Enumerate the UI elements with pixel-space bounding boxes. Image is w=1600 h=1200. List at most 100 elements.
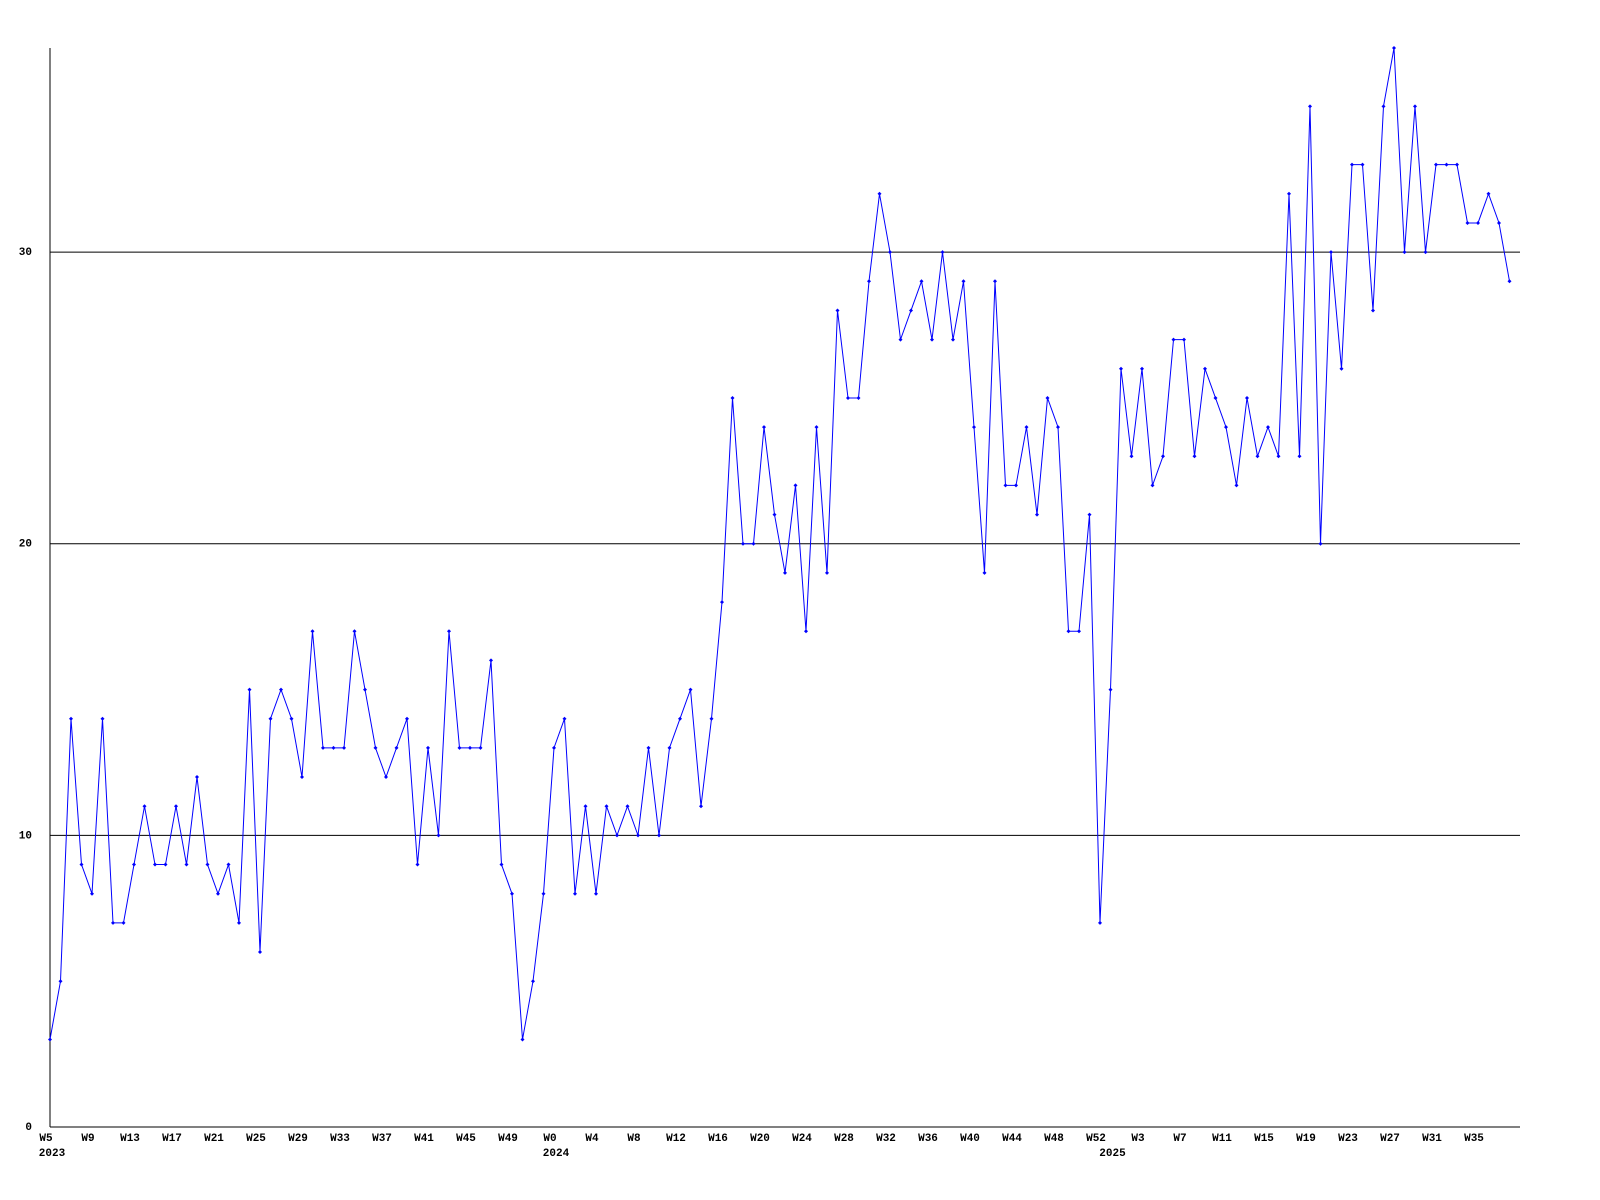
x-tick-label: W3 bbox=[1131, 1133, 1145, 1145]
data-point bbox=[1434, 162, 1438, 167]
data-point bbox=[940, 250, 945, 255]
data-point bbox=[184, 862, 189, 867]
data-point bbox=[1350, 162, 1354, 167]
data-point bbox=[58, 979, 63, 984]
data-point bbox=[1003, 483, 1008, 488]
y-tick-label: 10 bbox=[19, 830, 32, 842]
data-point bbox=[520, 1037, 525, 1042]
data-point bbox=[1150, 483, 1155, 488]
data-point bbox=[1276, 454, 1281, 459]
data-point bbox=[384, 775, 388, 780]
data-point bbox=[436, 833, 441, 838]
x-tick-label: W44 bbox=[1002, 1133, 1022, 1145]
data-point bbox=[289, 716, 294, 721]
data-point bbox=[804, 629, 808, 634]
data-point bbox=[1266, 425, 1270, 430]
data-point bbox=[1203, 366, 1207, 371]
data-point bbox=[132, 862, 136, 867]
data-point bbox=[321, 745, 325, 750]
x-tick-label: W9 bbox=[81, 1133, 94, 1145]
data-point bbox=[594, 891, 598, 896]
data-point bbox=[636, 833, 640, 838]
data-point bbox=[877, 191, 882, 196]
x-tick-label: W17 bbox=[162, 1133, 182, 1145]
data-point bbox=[69, 716, 73, 721]
x-tick-label: W27 bbox=[1380, 1133, 1400, 1145]
data-point bbox=[100, 716, 105, 721]
data-point bbox=[195, 775, 199, 780]
data-point bbox=[426, 745, 430, 750]
x-tick-label: W24 bbox=[792, 1133, 812, 1145]
x-tick-label: W33 bbox=[330, 1133, 350, 1145]
data-point bbox=[1455, 162, 1459, 167]
data-point bbox=[1392, 46, 1396, 50]
data-point bbox=[1465, 220, 1470, 225]
data-point bbox=[856, 395, 861, 400]
x-tick-label: W25 bbox=[246, 1133, 266, 1145]
data-point bbox=[867, 279, 871, 284]
data-point bbox=[331, 745, 336, 750]
data-point bbox=[972, 425, 976, 430]
data-point bbox=[342, 745, 346, 750]
data-point bbox=[499, 862, 504, 867]
data-point bbox=[373, 745, 378, 750]
data-point bbox=[961, 279, 966, 284]
data-point bbox=[1014, 483, 1018, 488]
data-point bbox=[1497, 220, 1501, 225]
data-point bbox=[1224, 425, 1228, 430]
data-point bbox=[1182, 337, 1186, 342]
data-point bbox=[562, 716, 567, 721]
x-tick-label: W36 bbox=[918, 1133, 938, 1145]
data-point bbox=[888, 250, 892, 255]
data-point bbox=[1024, 425, 1029, 430]
data-point bbox=[279, 687, 283, 692]
y-tick-label: 0 bbox=[25, 1122, 32, 1134]
data-point bbox=[121, 920, 126, 925]
x-tick-label: W15 bbox=[1254, 1133, 1274, 1145]
x-tick-label: W35 bbox=[1464, 1133, 1484, 1145]
data-point bbox=[583, 804, 588, 809]
x-tick-label: W0 bbox=[543, 1133, 556, 1145]
x-tick-label: W4 bbox=[585, 1133, 599, 1145]
data-point bbox=[531, 979, 535, 984]
x-group-label: 2025 bbox=[1099, 1148, 1126, 1160]
data-point bbox=[688, 687, 693, 692]
data-point bbox=[919, 279, 924, 284]
data-point bbox=[1045, 395, 1050, 400]
x-group-label: 2024 bbox=[543, 1148, 570, 1160]
x-tick-label: W11 bbox=[1212, 1133, 1232, 1145]
data-point bbox=[720, 600, 724, 605]
data-line bbox=[49, 47, 1510, 1040]
data-point bbox=[657, 833, 661, 838]
data-point bbox=[993, 279, 997, 284]
data-point bbox=[1119, 366, 1123, 371]
data-point bbox=[646, 745, 651, 750]
x-group-label: 2023 bbox=[39, 1148, 66, 1160]
data-point bbox=[405, 716, 409, 721]
x-tick-label: W41 bbox=[414, 1133, 434, 1145]
data-point bbox=[163, 862, 168, 867]
x-tick-label: W13 bbox=[120, 1133, 140, 1145]
data-point bbox=[510, 891, 514, 896]
data-point bbox=[678, 716, 682, 721]
data-point bbox=[625, 804, 630, 809]
data-point bbox=[268, 716, 273, 721]
x-tick-label: W29 bbox=[288, 1133, 308, 1145]
data-point bbox=[898, 337, 903, 342]
data-point bbox=[1077, 629, 1081, 634]
data-point bbox=[247, 687, 252, 692]
data-point bbox=[174, 804, 178, 809]
x-tick-label: W28 bbox=[834, 1133, 854, 1145]
x-tick-label: W23 bbox=[1338, 1133, 1358, 1145]
data-point bbox=[205, 862, 210, 867]
data-point bbox=[142, 804, 147, 809]
data-point bbox=[846, 395, 850, 400]
data-point bbox=[79, 862, 84, 867]
x-tick-label: W31 bbox=[1422, 1133, 1442, 1145]
data-point bbox=[1402, 250, 1407, 255]
data-point bbox=[363, 687, 367, 692]
data-point bbox=[1444, 162, 1449, 167]
data-point bbox=[478, 745, 483, 750]
data-point bbox=[352, 629, 357, 634]
